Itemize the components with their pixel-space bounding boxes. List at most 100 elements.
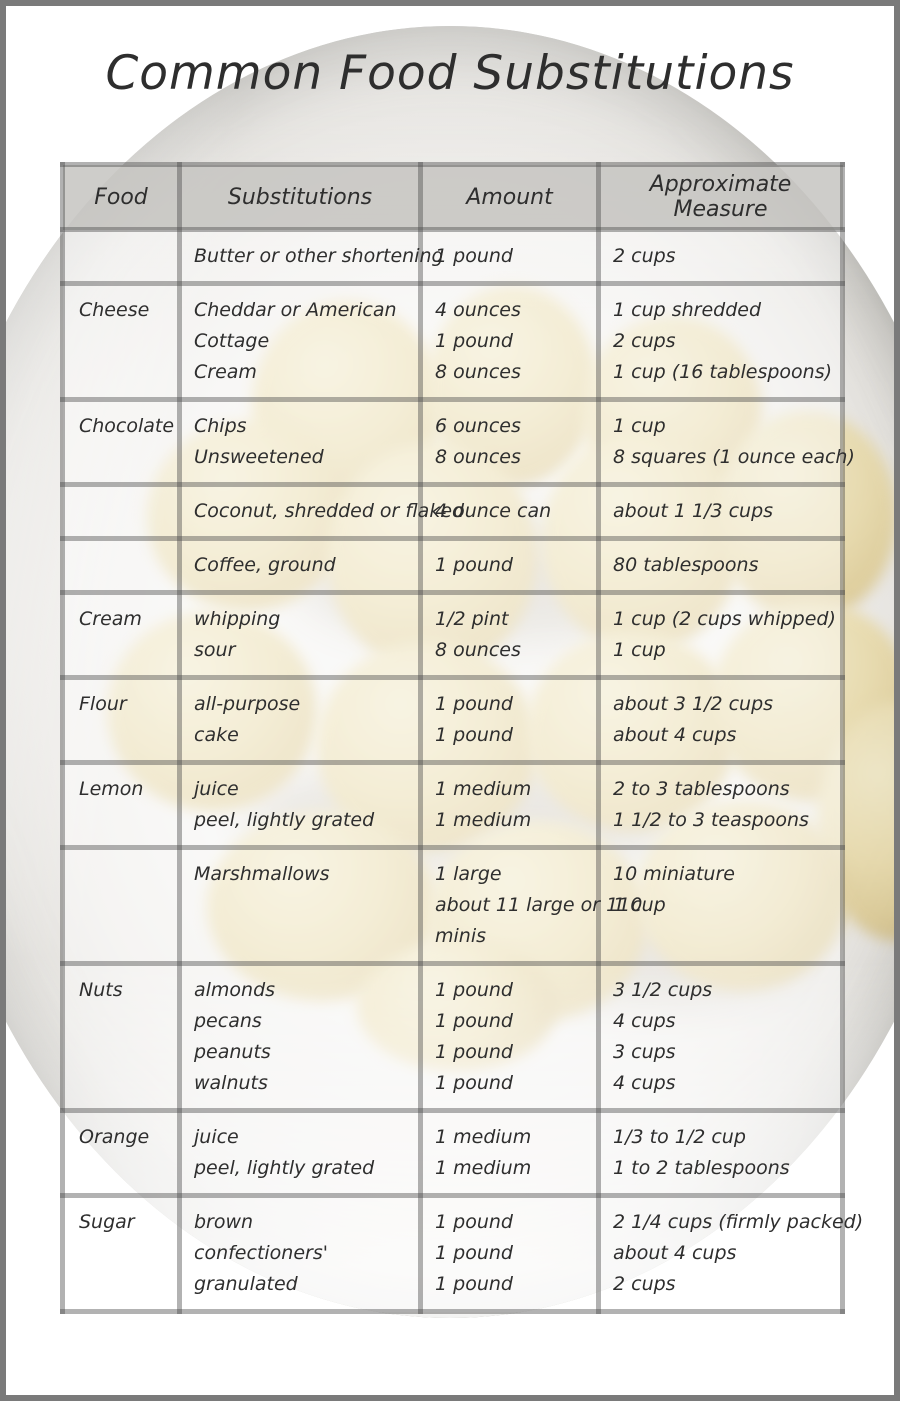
cell-line: 2 1/4 cups (firmly packed): [613, 1211, 864, 1233]
table-row: Butter or other shortening 1 pound 2 cups: [60, 227, 845, 286]
cell-line: 1 pound: [435, 724, 513, 746]
cell-substitutions: juice peel, lightly grated: [177, 1108, 423, 1198]
cell-line: brown: [194, 1211, 254, 1233]
table-header: Food Substitutions Amount Approximate Me…: [60, 162, 845, 232]
cell-line: Cream: [194, 361, 257, 383]
cell-line: walnuts: [194, 1072, 268, 1094]
table-row: Chocolate Chips Unsweetened 6 ounces 8 ounce…: [60, 397, 855, 487]
cell-amounts: 1 pound 1 pound 1 pound 1 pound: [418, 961, 601, 1113]
cell-measures: about 1 1/3 cups: [596, 482, 845, 541]
cell-line: Orange: [79, 1126, 150, 1148]
table-row: Cheese Cheddar or American Cottage Cream 4 o…: [60, 281, 845, 402]
cell-line: 1 large: [435, 863, 502, 885]
cell-line: 1 cup: [613, 639, 666, 661]
cell-line: 1/3 to 1/2 cup: [613, 1126, 746, 1148]
table-row: Sugar brown confectioners' granulated 1 poun…: [60, 1193, 864, 1314]
cell-line: Flour: [79, 693, 127, 715]
cell-line: 1 cup (16 tablespoons): [613, 361, 833, 383]
header-substitutions: Substitutions: [177, 162, 423, 232]
cell-line: juice: [194, 778, 239, 800]
cell-line: about 1 1/3 cups: [613, 500, 774, 522]
cell-line: 2 cups: [613, 245, 676, 267]
cell-line: Cottage: [194, 330, 270, 352]
cell-amounts: 6 ounces 8 ounces: [418, 397, 601, 487]
cell-measures: 10 miniature 1 cup: [596, 845, 845, 966]
cell-measures: about 3 1/2 cups about 4 cups: [596, 675, 845, 765]
cell-line: Chocolate: [79, 415, 175, 437]
cell-amounts: 1 pound 1 pound: [418, 675, 601, 765]
cell-substitutions: all-purpose cake: [177, 675, 423, 765]
cell-line: Cheese: [79, 299, 150, 321]
cell-substitutions: Coffee, ground: [177, 536, 423, 595]
cell-line: 1 pound: [435, 1010, 513, 1032]
cell-line: 3 cups: [613, 1041, 676, 1063]
cell-amounts: 1 large about 11 large or 110 minis: [418, 845, 642, 966]
cell-line: 1 pound: [435, 554, 513, 576]
cell-measures: 1 cup (2 cups whipped) 1 cup: [596, 590, 845, 680]
cell-line: 1 medium: [435, 1157, 532, 1179]
table-row: Coffee, ground 1 pound 80 tablespoons: [60, 536, 845, 595]
table-row: Marshmallows 1 large about 11 large or 110…: [60, 845, 845, 966]
table-row: Nuts almonds pecans peanuts walnuts 1 pound 1 …: [60, 961, 845, 1113]
cell-substitutions: Butter or other shortening: [177, 227, 444, 286]
cell-line: 8 ounces: [435, 446, 521, 468]
cell-line: 8 squares (1 ounce each): [613, 446, 855, 468]
cell-amounts: 4 ounce can: [418, 482, 601, 541]
header-food: Food: [60, 162, 182, 232]
cell-line: all-purpose: [194, 693, 301, 715]
cell-line: 3 1/2 cups: [613, 979, 713, 1001]
table-row: Lemon juice peel, lightly grated 1 medium 1 …: [60, 760, 845, 850]
cell-line: Nuts: [79, 979, 123, 1001]
cell-line: Butter or other shortening: [194, 245, 444, 267]
cell-line: 4 cups: [613, 1010, 676, 1032]
cell-line: peel, lightly grated: [194, 1157, 375, 1179]
cell-line: 4 ounces: [435, 299, 521, 321]
cell-substitutions: Coconut, shredded or flaked: [177, 482, 464, 541]
cell-line: juice: [194, 1126, 239, 1148]
cell-line: about 4 cups: [613, 724, 737, 746]
cell-line: 10 miniature: [613, 863, 735, 885]
cell-line: Sugar: [79, 1211, 135, 1233]
cell-line: Cheddar or American: [194, 299, 397, 321]
cell-food: Lemon: [60, 760, 182, 850]
page-title: Common Food Substitutions: [105, 46, 795, 101]
cell-line: 1 pound: [435, 1242, 513, 1264]
cell-line: 6 ounces: [435, 415, 521, 437]
cell-substitutions: Cheddar or American Cottage Cream: [177, 281, 423, 402]
cell-line: 1 1/2 to 3 teaspoons: [613, 809, 809, 831]
cell-substitutions: whipping sour: [177, 590, 423, 680]
cell-line: almonds: [194, 979, 276, 1001]
cell-amounts: 1 pound: [418, 536, 601, 595]
table-row: Cream whipping sour 1/2 pint 8 ounces 1 cup (…: [60, 590, 845, 680]
cell-line: 1 pound: [435, 1072, 513, 1094]
cell-line: sour: [194, 639, 236, 661]
cell-line: 1 pound: [435, 245, 513, 267]
cell-line: granulated: [194, 1273, 298, 1295]
cell-food: [60, 227, 182, 286]
cell-measures: 2 cups: [596, 227, 845, 286]
cell-line: Chips: [194, 415, 247, 437]
cell-food: [60, 536, 182, 595]
table-row: Coconut, shredded or flaked 4 ounce can ab…: [60, 482, 845, 541]
table-body: Butter or other shortening 1 pound 2 cups C…: [60, 227, 864, 1314]
cell-line: 1/2 pint: [435, 608, 509, 630]
table-row: Orange juice peel, lightly grated 1 medium 1…: [60, 1108, 845, 1198]
cell-line: 1 medium: [435, 1126, 532, 1148]
cell-food: Cheese: [60, 281, 182, 402]
cell-line: 1 cup (2 cups whipped): [613, 608, 836, 630]
cell-measures: 1 cup 8 squares (1 ounce each): [596, 397, 855, 487]
cell-measures: 2 1/4 cups (firmly packed) about 4 cups 2 …: [596, 1193, 864, 1314]
cell-food: Flour: [60, 675, 182, 765]
cell-line: 80 tablespoons: [613, 554, 759, 576]
header-amount: Amount: [418, 162, 601, 232]
cell-line: 1 cup: [613, 415, 666, 437]
cell-line: confectioners': [194, 1242, 328, 1264]
cell-line: peel, lightly grated: [194, 809, 375, 831]
cell-line: 1 pound: [435, 979, 513, 1001]
cell-amounts: 1 pound: [418, 227, 601, 286]
cell-amounts: 1 medium 1 medium: [418, 1108, 601, 1198]
cell-line: 2 cups: [613, 1273, 676, 1295]
cell-substitutions: juice peel, lightly grated: [177, 760, 423, 850]
cell-substitutions: Marshmallows: [177, 845, 423, 966]
